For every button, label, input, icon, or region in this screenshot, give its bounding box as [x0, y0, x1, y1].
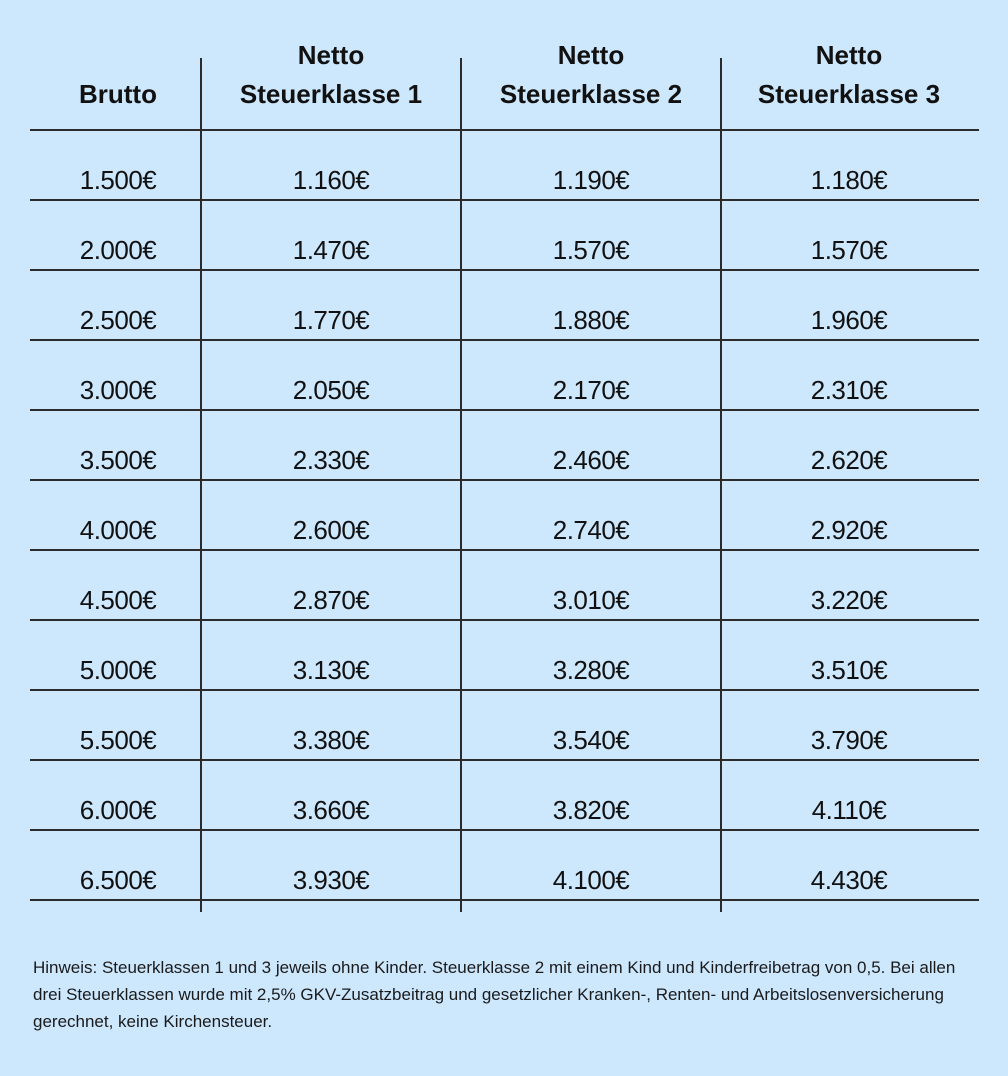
brutto-cell: 4.000€ [79, 515, 157, 545]
brutto-cell: 5.500€ [79, 725, 157, 755]
column-divider [200, 58, 202, 912]
netto-cell-sk3: 2.310€ [810, 375, 888, 405]
netto-cell-sk2: 2.170€ [552, 375, 630, 405]
header-line-1: Netto [815, 40, 883, 70]
brutto-cell: 2.000€ [79, 235, 157, 265]
netto-cell-sk1: 2.870€ [292, 585, 370, 615]
row-divider [30, 339, 979, 341]
brutto-cell: 4.500€ [79, 585, 157, 615]
header-line-1: Netto [557, 40, 625, 70]
header-line-2: Steuerklasse 2 [499, 79, 683, 109]
netto-cell-sk3: 1.570€ [810, 235, 888, 265]
netto-cell-sk3: 4.430€ [810, 865, 888, 895]
column-header: Netto Steuerklasse 2 [461, 36, 721, 114]
column-divider [720, 58, 722, 912]
brutto-cell: 6.000€ [79, 795, 157, 825]
netto-cell-sk2: 2.740€ [552, 515, 630, 545]
netto-cell-sk3: 2.920€ [810, 515, 888, 545]
row-divider [30, 409, 979, 411]
netto-cell-sk1: 3.380€ [292, 725, 370, 755]
header-line-2: Steuerklasse 3 [757, 79, 941, 109]
row-divider [30, 689, 979, 691]
netto-cell-sk3: 2.620€ [810, 445, 888, 475]
row-divider [30, 479, 979, 481]
netto-cell-sk1: 3.660€ [292, 795, 370, 825]
netto-cell-sk2: 1.190€ [552, 165, 630, 195]
netto-cell-sk3: 4.110€ [811, 795, 887, 825]
row-divider [30, 269, 979, 271]
netto-cell-sk2: 1.570€ [552, 235, 630, 265]
brutto-cell: 2.500€ [79, 305, 157, 335]
netto-cell-sk1: 3.130€ [292, 655, 370, 685]
netto-cell-sk3: 3.510€ [810, 655, 888, 685]
netto-cell-sk1: 2.600€ [292, 515, 370, 545]
column-header: Netto Steuerklasse 1 [201, 36, 461, 114]
netto-cell-sk2: 3.010€ [552, 585, 630, 615]
brutto-cell: 5.000€ [79, 655, 157, 685]
netto-cell-sk1: 1.160€ [292, 165, 370, 195]
netto-cell-sk2: 3.820€ [552, 795, 630, 825]
row-divider [30, 759, 979, 761]
row-divider [30, 199, 979, 201]
netto-cell-sk3: 3.220€ [810, 585, 888, 615]
netto-cell-sk2: 3.540€ [552, 725, 630, 755]
header-line-2: Steuerklasse 1 [239, 79, 423, 109]
header-line-1: Netto [297, 40, 365, 70]
brutto-cell: 3.000€ [79, 375, 157, 405]
row-divider [30, 899, 979, 901]
netto-cell-sk1: 2.050€ [292, 375, 370, 405]
column-header: Netto Steuerklasse 3 [719, 36, 979, 114]
netto-cell-sk2: 4.100€ [552, 865, 630, 895]
row-divider [30, 829, 979, 831]
netto-cell-sk1: 2.330€ [292, 445, 370, 475]
netto-cell-sk3: 1.960€ [810, 305, 888, 335]
netto-cell-sk2: 2.460€ [552, 445, 630, 475]
netto-cell-sk2: 3.280€ [552, 655, 630, 685]
brutto-cell: 6.500€ [79, 865, 157, 895]
netto-cell-sk1: 1.470€ [292, 235, 370, 265]
column-header: Brutto [0, 36, 248, 114]
netto-cell-sk1: 3.930€ [292, 865, 370, 895]
netto-cell-sk2: 1.880€ [552, 305, 630, 335]
brutto-cell: 3.500€ [79, 445, 157, 475]
brutto-cell: 1.500€ [79, 165, 157, 195]
netto-cell-sk3: 3.790€ [810, 725, 888, 755]
header-line-2: Brutto [79, 79, 157, 109]
column-divider [460, 58, 462, 912]
netto-cell-sk3: 1.180€ [810, 165, 888, 195]
netto-cell-sk1: 1.770€ [292, 305, 370, 335]
footnote: Hinweis: Steuerklassen 1 und 3 jeweils o… [33, 958, 956, 1031]
row-divider [30, 619, 979, 621]
row-divider [30, 129, 979, 131]
row-divider [30, 549, 979, 551]
